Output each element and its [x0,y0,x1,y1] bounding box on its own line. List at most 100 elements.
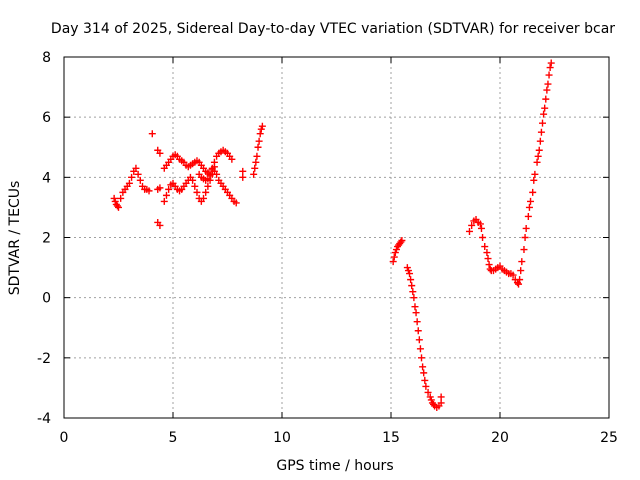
series-arc-early-2 [148,130,164,229]
data-point [422,382,430,390]
x-tick-label-15: 15 [382,430,400,446]
data-point [424,388,432,396]
data-point [476,220,484,228]
data-point [165,185,173,193]
data-point [421,376,429,384]
data-point [125,179,133,187]
data-point [539,119,547,127]
data-point [409,288,417,296]
data-point [204,182,212,190]
x-axis-label: GPS time / hours [276,458,393,474]
data-point [509,271,517,279]
data-point [517,267,525,275]
data-point [437,399,445,407]
data-point [525,203,533,211]
data-point [410,294,418,302]
y-tick-label-0: 0 [42,291,51,307]
data-point [148,130,156,138]
data-point [479,234,487,241]
axis-ticks: 0 5 10 15 20 25 -4 -2 0 2 4 6 8 [37,50,618,446]
data-point [477,224,485,232]
y-tick-label-2: 2 [42,231,51,247]
data-point [193,188,201,196]
data-point [437,393,445,401]
data-point [516,276,524,284]
data-point [258,122,266,130]
series-arc-wave-cross [195,163,218,184]
data-point [252,158,260,166]
y-tick-label-4: 4 [42,170,51,186]
data-point [414,327,422,335]
y-tick-label-6: 6 [42,110,51,126]
data-point [412,309,420,317]
data-point [529,188,537,196]
data-point [250,170,258,178]
data-point [156,149,164,157]
data-point [145,187,153,195]
series-arc-wave-lower [160,167,240,207]
data-point [156,221,164,229]
data-point [541,104,549,112]
data-point [407,276,415,284]
data-point [418,354,426,362]
data-point [202,188,210,196]
data-point [481,243,489,251]
data-point [160,197,168,205]
data-point [239,167,247,175]
x-tick-label-5: 5 [169,430,178,446]
data-point [253,152,261,160]
data-point [536,137,544,145]
data-point [534,152,542,160]
data-point [483,249,491,257]
data-point [518,258,526,266]
data-point [406,270,414,278]
data-point [390,253,398,261]
x-tick-label-20: 20 [491,430,509,446]
data-point [191,182,199,190]
data-point [189,176,197,184]
data-point [134,170,142,178]
data-point [527,197,535,205]
data-point [413,318,421,326]
data-points [110,59,555,411]
series-arc-wave-upper [160,146,236,178]
data-point [239,173,247,181]
data-point [128,173,136,181]
x-tick-label-10: 10 [273,430,291,446]
data-point [537,128,545,136]
y-axis-label: SDTVAR / TECUs [7,181,23,296]
data-point [117,194,125,202]
data-point [256,130,264,138]
data-point [546,64,554,72]
data-point [531,170,539,178]
data-point [420,369,428,377]
data-point [136,176,144,184]
data-point [228,155,236,163]
data-point [515,280,523,288]
y-tick-label--2: -2 [37,351,51,367]
data-point [521,234,529,241]
data-point [468,221,476,229]
series-arc-late-early [239,122,266,181]
data-point [530,176,538,184]
data-point [389,258,397,266]
data-point [132,164,140,172]
data-point [113,202,121,210]
x-tick-label-0: 0 [60,430,69,446]
data-point [200,194,208,202]
data-point [522,224,530,232]
data-point [213,170,221,178]
grid-layer [64,57,609,418]
data-point [251,164,259,172]
data-point [484,255,492,263]
data-point [524,212,532,220]
data-point [547,59,555,67]
data-point [206,172,214,180]
data-point [485,261,493,269]
data-point [542,95,550,103]
data-point [398,237,406,245]
data-point [397,238,405,246]
series-arc-rising [465,59,555,288]
